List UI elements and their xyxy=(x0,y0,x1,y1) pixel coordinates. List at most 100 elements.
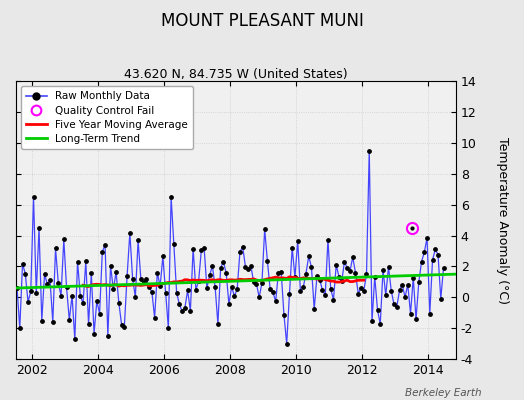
Point xyxy=(98,248,106,255)
Point xyxy=(409,274,418,281)
Point xyxy=(161,289,170,296)
Point xyxy=(348,254,357,260)
Point xyxy=(304,253,313,259)
Point xyxy=(412,316,420,323)
Point xyxy=(106,263,115,269)
Point xyxy=(365,147,374,154)
Point xyxy=(208,263,216,269)
Point xyxy=(351,270,359,276)
Title: 43.620 N, 84.735 W (United States): 43.620 N, 84.735 W (United States) xyxy=(124,68,347,81)
Point xyxy=(219,259,227,265)
Point xyxy=(131,294,139,300)
Point xyxy=(62,284,71,291)
Point xyxy=(192,287,200,293)
Point xyxy=(93,298,101,304)
Point xyxy=(247,263,255,270)
Point xyxy=(46,277,54,284)
Point xyxy=(414,279,423,286)
Point xyxy=(189,246,198,252)
Point xyxy=(172,290,181,296)
Legend: Raw Monthly Data, Quality Control Fail, Five Year Moving Average, Long-Term Tren: Raw Monthly Data, Quality Control Fail, … xyxy=(21,86,193,149)
Point xyxy=(95,310,104,317)
Point xyxy=(332,262,341,268)
Point xyxy=(428,257,436,263)
Point xyxy=(439,264,447,271)
Point xyxy=(238,244,247,250)
Point xyxy=(340,258,348,265)
Point xyxy=(68,292,77,299)
Point xyxy=(302,270,310,277)
Point xyxy=(315,276,324,283)
Point xyxy=(128,275,137,282)
Point xyxy=(381,292,390,298)
Point xyxy=(79,300,88,306)
Point xyxy=(313,273,321,279)
Point xyxy=(29,194,38,200)
Point xyxy=(373,307,381,313)
Point xyxy=(150,314,159,321)
Point xyxy=(104,333,112,339)
Point xyxy=(282,340,291,347)
Point xyxy=(43,281,51,287)
Point xyxy=(49,319,57,325)
Point xyxy=(384,264,392,270)
Point xyxy=(21,270,29,277)
Point xyxy=(159,253,167,260)
Point xyxy=(401,294,409,300)
Point xyxy=(194,278,203,284)
Point xyxy=(354,290,363,297)
Point xyxy=(359,288,368,294)
Point xyxy=(318,287,326,293)
Point xyxy=(65,317,73,323)
Point xyxy=(54,280,62,286)
Point xyxy=(214,321,222,327)
Point xyxy=(321,292,330,298)
Point xyxy=(387,288,396,294)
Point xyxy=(225,301,233,307)
Point xyxy=(35,224,43,231)
Point xyxy=(112,269,121,275)
Point xyxy=(170,241,178,248)
Point xyxy=(82,258,90,264)
Point xyxy=(368,318,376,325)
Point xyxy=(343,265,352,272)
Point xyxy=(379,267,387,273)
Point xyxy=(269,289,277,296)
Point xyxy=(299,284,308,290)
Point xyxy=(211,284,220,290)
Point xyxy=(7,303,16,309)
Point xyxy=(197,247,205,253)
Point xyxy=(16,325,24,332)
Point xyxy=(18,261,27,267)
Point xyxy=(346,268,354,274)
Point xyxy=(148,288,156,295)
Point xyxy=(425,310,434,317)
Point xyxy=(280,311,288,318)
Point xyxy=(178,308,187,314)
Point xyxy=(27,288,35,294)
Point xyxy=(434,252,442,258)
Point xyxy=(403,282,412,288)
Point xyxy=(423,235,431,241)
Point xyxy=(271,298,280,304)
Point xyxy=(167,194,176,200)
Point xyxy=(266,286,275,293)
Point xyxy=(236,249,244,255)
Point xyxy=(115,300,123,306)
Point xyxy=(241,263,249,270)
Point xyxy=(420,249,429,256)
Text: MOUNT PLEASANT MUNI: MOUNT PLEASANT MUNI xyxy=(160,12,364,30)
Point xyxy=(134,237,143,244)
Point xyxy=(370,274,379,280)
Point xyxy=(76,292,84,299)
Point xyxy=(337,278,346,285)
Point xyxy=(398,281,407,288)
Point xyxy=(216,264,225,271)
Y-axis label: Temperature Anomaly (°C): Temperature Anomaly (°C) xyxy=(496,136,509,304)
Point xyxy=(417,258,425,265)
Point xyxy=(73,259,82,265)
Point xyxy=(71,336,79,342)
Point xyxy=(274,269,282,276)
Point xyxy=(291,274,299,280)
Point xyxy=(137,276,145,282)
